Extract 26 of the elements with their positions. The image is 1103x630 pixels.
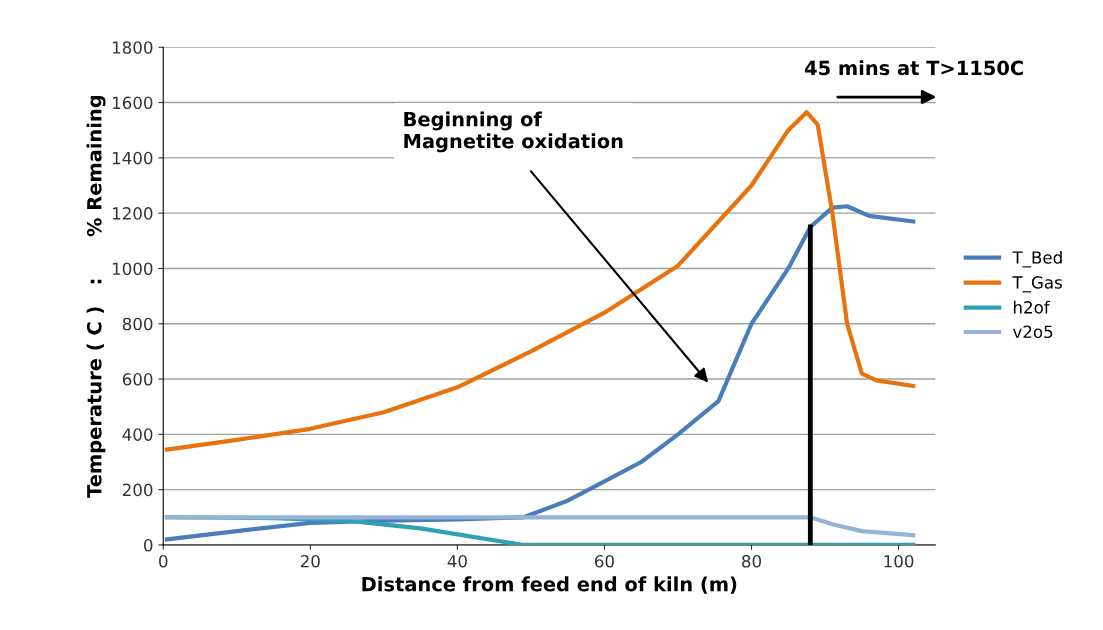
y-tick-label: 800 bbox=[122, 317, 153, 331]
y-tick-label: 1800 bbox=[112, 41, 153, 54]
y-tick-label: 0 bbox=[144, 538, 153, 552]
annotation: Beginning of Magnetite oxidation bbox=[404, 111, 623, 153]
x-tick-label: 60 bbox=[595, 554, 614, 568]
legend-label: T_Gas bbox=[1012, 276, 1062, 293]
y-tick-label: 600 bbox=[122, 373, 153, 386]
x-tick-label: 20 bbox=[300, 554, 320, 568]
legend-label: h2of bbox=[1013, 300, 1050, 314]
y-tick-label: 1200 bbox=[112, 207, 153, 220]
x-tick-label: 40 bbox=[447, 554, 467, 568]
x-tick-label: 100 bbox=[884, 554, 914, 568]
annotation: 45 mins at T>1150C bbox=[804, 60, 1023, 76]
y-tick-label: 400 bbox=[122, 428, 153, 441]
x-tick-label: 0 bbox=[159, 554, 168, 568]
y-tick-label: 1000 bbox=[112, 262, 153, 276]
legend-label: T_Bed bbox=[1012, 250, 1062, 268]
y-tick-label: 1400 bbox=[112, 151, 153, 165]
y-tick-label: 200 bbox=[122, 483, 153, 497]
y-tick-label: 1600 bbox=[112, 96, 153, 110]
x-tick-label: 80 bbox=[742, 554, 762, 568]
line-series bbox=[164, 515, 916, 538]
line-series bbox=[164, 110, 916, 452]
y-axis-title: Temperature ( C ) : % Remaining bbox=[86, 95, 106, 498]
legend-label: v2o5 bbox=[1012, 325, 1053, 339]
x-axis-title: Distance from feed end of kiln (m) bbox=[362, 576, 737, 594]
